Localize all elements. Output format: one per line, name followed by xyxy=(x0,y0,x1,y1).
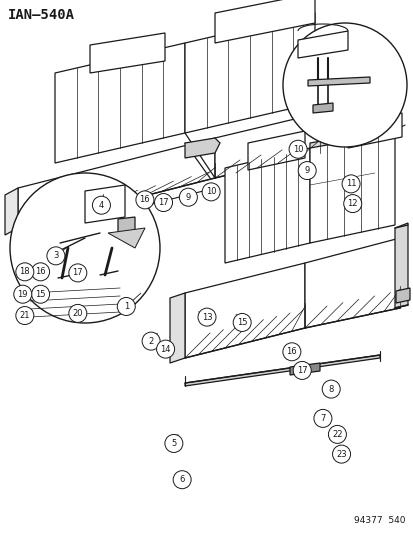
Text: IAN–540A: IAN–540A xyxy=(8,8,75,22)
Circle shape xyxy=(321,380,339,398)
Circle shape xyxy=(16,263,34,281)
Circle shape xyxy=(173,471,191,489)
Text: 3: 3 xyxy=(53,252,58,260)
Circle shape xyxy=(328,425,346,443)
Polygon shape xyxy=(307,77,369,86)
Circle shape xyxy=(292,361,311,379)
Polygon shape xyxy=(294,167,389,193)
Polygon shape xyxy=(224,148,309,263)
Circle shape xyxy=(142,332,160,350)
Text: 16: 16 xyxy=(35,268,46,276)
Text: 15: 15 xyxy=(35,290,46,298)
Circle shape xyxy=(164,434,183,453)
Text: 5: 5 xyxy=(171,439,176,448)
Circle shape xyxy=(288,140,306,158)
Polygon shape xyxy=(108,228,145,248)
Text: 17: 17 xyxy=(72,269,83,277)
Text: 2: 2 xyxy=(148,337,153,345)
Polygon shape xyxy=(185,13,314,133)
Circle shape xyxy=(343,195,361,213)
Polygon shape xyxy=(90,33,165,73)
Text: 22: 22 xyxy=(331,430,342,439)
Text: 10: 10 xyxy=(292,145,303,154)
Polygon shape xyxy=(297,31,347,58)
Polygon shape xyxy=(394,223,407,308)
Polygon shape xyxy=(304,238,399,328)
Circle shape xyxy=(197,308,216,326)
Circle shape xyxy=(16,306,34,325)
Polygon shape xyxy=(18,138,214,228)
Text: 9: 9 xyxy=(185,193,190,201)
Polygon shape xyxy=(5,188,18,235)
Circle shape xyxy=(31,263,50,281)
Polygon shape xyxy=(170,293,185,363)
Polygon shape xyxy=(185,355,379,386)
Circle shape xyxy=(156,340,174,358)
Circle shape xyxy=(297,161,316,180)
Text: 4: 4 xyxy=(99,201,104,209)
Circle shape xyxy=(31,285,50,303)
Polygon shape xyxy=(185,138,219,158)
Polygon shape xyxy=(289,363,319,375)
Text: 21: 21 xyxy=(19,311,30,320)
Text: 13: 13 xyxy=(201,313,212,321)
Circle shape xyxy=(135,191,154,209)
Text: 6: 6 xyxy=(179,475,184,484)
Text: 17: 17 xyxy=(158,198,169,207)
Text: 8: 8 xyxy=(328,385,333,393)
Polygon shape xyxy=(347,113,401,148)
Text: 19: 19 xyxy=(17,290,28,298)
Text: 15: 15 xyxy=(236,318,247,327)
Text: 18: 18 xyxy=(19,268,30,276)
Circle shape xyxy=(282,23,406,147)
Polygon shape xyxy=(312,103,332,113)
Circle shape xyxy=(117,297,135,316)
Circle shape xyxy=(14,285,32,303)
Polygon shape xyxy=(85,185,125,223)
Polygon shape xyxy=(395,288,409,303)
Circle shape xyxy=(233,313,251,332)
Text: 10: 10 xyxy=(205,188,216,196)
Polygon shape xyxy=(247,131,304,170)
Polygon shape xyxy=(118,217,135,233)
Circle shape xyxy=(154,193,172,212)
Text: 14: 14 xyxy=(160,345,171,353)
Text: 94377  540: 94377 540 xyxy=(354,516,405,525)
Text: 16: 16 xyxy=(139,196,150,204)
Text: 7: 7 xyxy=(320,414,325,423)
Text: 23: 23 xyxy=(335,450,346,458)
Polygon shape xyxy=(214,113,319,178)
Polygon shape xyxy=(309,135,354,158)
Circle shape xyxy=(341,175,359,193)
Polygon shape xyxy=(214,0,314,43)
Circle shape xyxy=(69,304,87,322)
Circle shape xyxy=(47,247,65,265)
Polygon shape xyxy=(185,263,304,358)
Text: 1: 1 xyxy=(123,302,128,311)
Circle shape xyxy=(179,188,197,206)
Circle shape xyxy=(92,196,110,214)
Circle shape xyxy=(332,445,350,463)
Circle shape xyxy=(10,173,159,323)
Circle shape xyxy=(313,409,331,427)
Text: 9: 9 xyxy=(304,166,309,175)
Text: 11: 11 xyxy=(345,180,356,188)
Text: 17: 17 xyxy=(296,366,307,375)
Text: 20: 20 xyxy=(72,309,83,318)
Polygon shape xyxy=(55,43,185,163)
Text: 16: 16 xyxy=(286,348,297,356)
Circle shape xyxy=(282,343,300,361)
Circle shape xyxy=(202,183,220,201)
Polygon shape xyxy=(309,133,394,243)
Text: 12: 12 xyxy=(347,199,357,208)
Circle shape xyxy=(69,264,87,282)
